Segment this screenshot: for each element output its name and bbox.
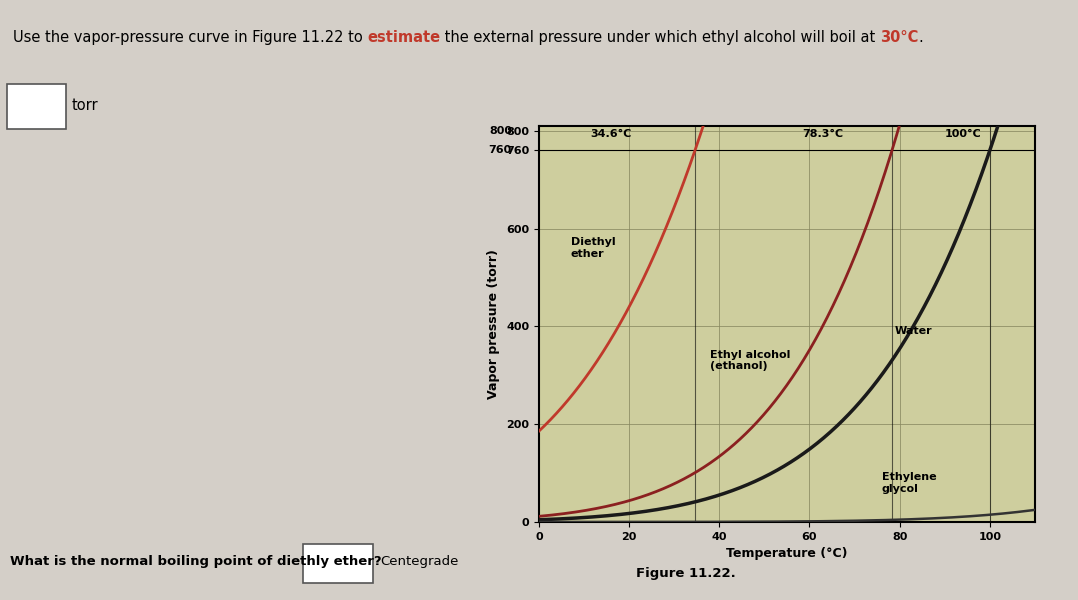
- Text: .: .: [918, 29, 924, 44]
- Text: Centegrade: Centegrade: [381, 554, 459, 568]
- Text: torr: torr: [71, 97, 98, 113]
- Text: the external pressure under which ethyl alcohol will boil at: the external pressure under which ethyl …: [441, 29, 881, 44]
- Text: What is the normal boiling point of diethly ether?: What is the normal boiling point of diet…: [11, 554, 382, 568]
- Text: Ethylene
glycol: Ethylene glycol: [882, 472, 936, 494]
- Text: 800: 800: [489, 126, 512, 136]
- Text: Figure 11.22.: Figure 11.22.: [636, 566, 735, 580]
- Text: estimate: estimate: [368, 29, 441, 44]
- Text: Use the vapor-pressure curve in Figure 11.22 to: Use the vapor-pressure curve in Figure 1…: [13, 29, 368, 44]
- Text: 100°C: 100°C: [944, 129, 981, 139]
- Text: Ethyl alcohol
(ethanol): Ethyl alcohol (ethanol): [710, 350, 790, 371]
- Text: 78.3°C: 78.3°C: [802, 129, 844, 139]
- Text: 760: 760: [488, 145, 512, 155]
- X-axis label: Temperature (°C): Temperature (°C): [727, 547, 847, 560]
- Y-axis label: Vapor pressure (torr): Vapor pressure (torr): [487, 249, 500, 399]
- Text: 34.6°C: 34.6°C: [591, 129, 632, 139]
- Text: 30°C: 30°C: [881, 29, 918, 44]
- Text: Diethyl
ether: Diethyl ether: [570, 238, 616, 259]
- Text: Water: Water: [895, 326, 932, 337]
- FancyBboxPatch shape: [8, 84, 67, 129]
- FancyBboxPatch shape: [303, 544, 373, 583]
